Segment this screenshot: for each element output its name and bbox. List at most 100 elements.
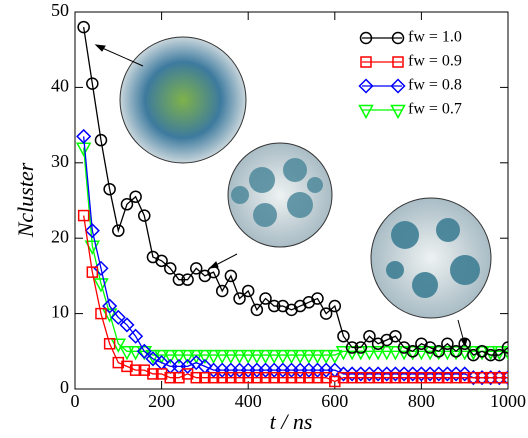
marker (129, 364, 142, 376)
marker (458, 371, 471, 384)
marker (379, 346, 395, 361)
series (77, 209, 508, 388)
marker (370, 346, 386, 361)
marker (190, 371, 202, 384)
marker (138, 209, 151, 222)
marker (259, 292, 272, 305)
marker (164, 262, 177, 275)
marker (197, 349, 213, 365)
marker (231, 349, 248, 365)
marker (102, 298, 118, 314)
marker (205, 349, 222, 365)
marker (406, 345, 419, 358)
marker (275, 349, 291, 365)
marker (424, 371, 436, 384)
series (77, 20, 508, 362)
marker (283, 349, 300, 365)
x-tick-label: 600 (321, 391, 348, 411)
y-tick-label: 30 (51, 151, 69, 171)
marker (119, 317, 135, 333)
y-tick-label: 40 (51, 76, 69, 96)
marker (95, 307, 107, 320)
marker (77, 209, 90, 222)
y-tick-label: 0 (60, 377, 69, 397)
marker (250, 303, 264, 317)
marker (467, 371, 480, 384)
marker (215, 284, 229, 298)
x-tick-label: 200 (148, 391, 175, 411)
series-line (83, 26, 508, 356)
marker (311, 371, 324, 384)
marker (207, 371, 220, 384)
marker (389, 371, 402, 384)
plot-frame (74, 11, 509, 390)
marker (432, 371, 445, 384)
marker (355, 371, 367, 384)
marker (84, 223, 100, 239)
marker (267, 299, 281, 313)
marker (214, 349, 230, 365)
marker (430, 346, 447, 361)
snapshot (119, 36, 247, 164)
marker (155, 368, 168, 380)
y-axis-label: Ncluster (13, 162, 38, 238)
marker (242, 371, 254, 384)
marker (93, 260, 109, 276)
marker (389, 329, 402, 343)
marker (233, 292, 246, 305)
marker (359, 31, 373, 45)
marker (147, 368, 159, 380)
marker (76, 128, 92, 144)
marker (285, 371, 298, 384)
marker (448, 346, 464, 361)
marker (181, 368, 194, 380)
marker (392, 56, 404, 68)
marker (171, 349, 187, 365)
x-tick-label: 0 (71, 391, 80, 411)
marker (199, 371, 211, 384)
marker (354, 341, 368, 354)
marker (358, 78, 374, 94)
marker (110, 309, 126, 325)
marker (318, 349, 334, 365)
marker (136, 343, 152, 359)
marker (181, 273, 194, 286)
marker (188, 349, 204, 365)
marker (249, 349, 265, 365)
marker (311, 292, 324, 305)
marker (223, 349, 239, 365)
marker (361, 346, 378, 361)
inset-snapshots (94, 36, 492, 348)
marker (145, 351, 161, 367)
marker (303, 371, 315, 384)
marker (266, 349, 282, 365)
marker (484, 348, 497, 362)
marker (501, 341, 508, 354)
marker (162, 349, 179, 365)
marker (381, 371, 393, 384)
marker (120, 198, 134, 211)
marker (360, 56, 372, 68)
marker (103, 338, 116, 350)
legend-label: fw = 1.0 (408, 29, 462, 46)
marker (128, 328, 144, 344)
marker (337, 371, 350, 384)
marker (225, 371, 237, 384)
legend-label: fw = 0.9 (408, 53, 462, 70)
marker (268, 371, 280, 384)
marker (476, 371, 488, 384)
y-tick-label: 20 (51, 226, 69, 246)
marker (86, 77, 99, 90)
marker (415, 371, 428, 384)
marker (406, 371, 419, 384)
legend-label: fw = 0.7 (408, 101, 462, 118)
marker (358, 104, 374, 120)
marker (259, 371, 272, 384)
x-tick-label: 400 (235, 391, 262, 411)
x-axis-label: t / ns (270, 409, 313, 434)
marker (391, 31, 405, 45)
marker (119, 346, 135, 361)
marker (207, 265, 220, 279)
marker (179, 349, 196, 365)
